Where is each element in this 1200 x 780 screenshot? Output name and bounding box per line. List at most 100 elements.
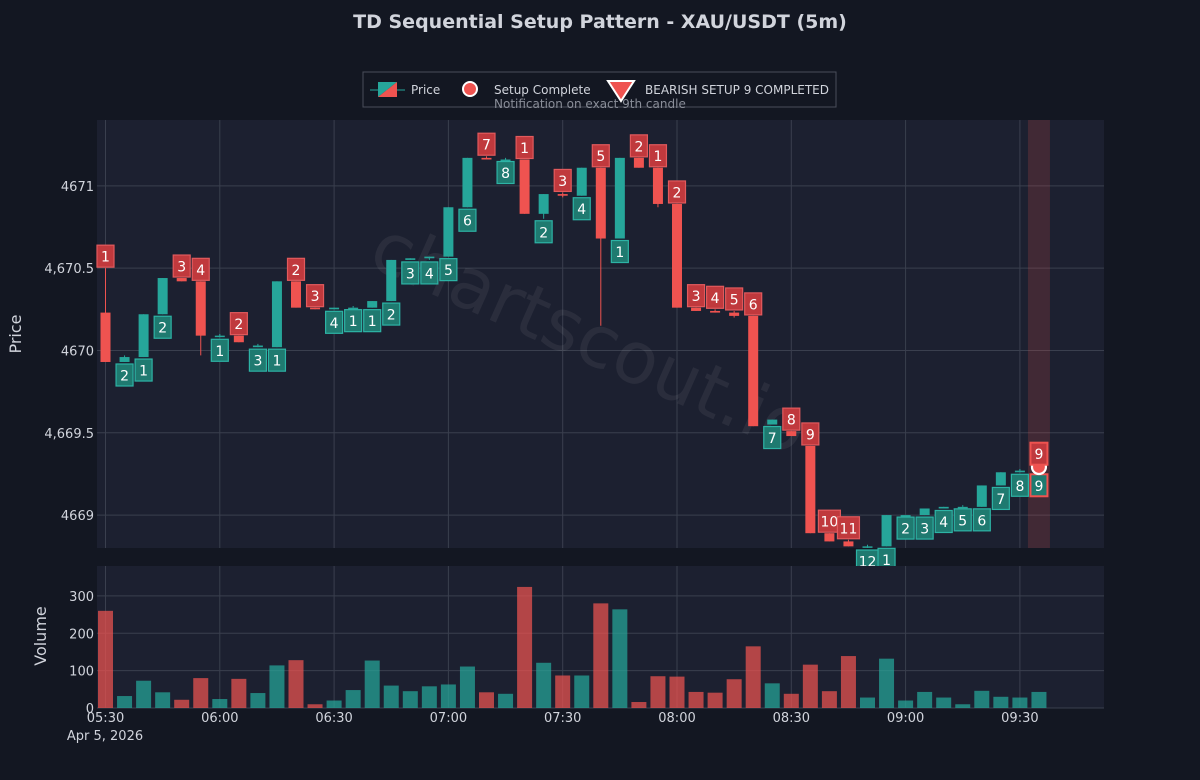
setup-count-badge [991, 486, 1010, 511]
candle-body [672, 203, 682, 308]
setup-count-number: 2 [634, 139, 643, 155]
volume-bar [364, 660, 380, 708]
setup-count-badge [610, 239, 629, 264]
volume-bar [117, 696, 133, 708]
candle-body [748, 315, 759, 427]
setup-count-badge [267, 348, 287, 372]
legend-bearish-sublabel: Notification on exact 9th candle [494, 97, 686, 111]
volume-bar [440, 684, 456, 708]
setup-count-number: 3 [692, 289, 701, 305]
legend-setup-icon [462, 81, 478, 97]
candle-body [481, 157, 492, 160]
candle-body [862, 546, 873, 548]
setup-count-badge [153, 315, 172, 339]
volume-bar [288, 660, 304, 708]
setup-count-number: 2 [387, 308, 396, 324]
volume-bar [783, 693, 799, 708]
candle-body [881, 515, 892, 547]
price-axis-label: Price [6, 314, 25, 353]
candle-body [119, 357, 130, 362]
legend-setup-label: Setup Complete [494, 83, 591, 97]
candle-body [900, 515, 911, 517]
volume-bar [669, 676, 685, 708]
setup-count-number: 5 [958, 513, 967, 529]
volume-bar [98, 610, 113, 708]
volume-bar [250, 693, 266, 708]
candle-body [443, 207, 454, 257]
volume-bar [726, 679, 742, 708]
setup-count-number: 8 [501, 166, 510, 182]
volume-bar [993, 696, 1009, 708]
candle-body [462, 157, 473, 208]
volume-bar [307, 704, 323, 708]
volume-bar [136, 680, 152, 708]
setup-count-badge [515, 135, 534, 160]
candle-body [233, 335, 244, 343]
time-tick-label: 06:00 [201, 711, 238, 726]
price-tick-label: 4669 [61, 509, 94, 524]
candle-body [329, 307, 340, 310]
candle-body [252, 345, 263, 348]
time-tick-label: 08:30 [773, 711, 810, 726]
legend-price-label: Price [411, 83, 440, 97]
volume-bar [898, 700, 914, 708]
setup-9-badge [1029, 441, 1049, 466]
time-tick-label: 06:30 [315, 711, 352, 726]
time-tick-label: 09:00 [887, 711, 924, 726]
time-tick-label: 08:00 [658, 711, 695, 726]
volume-bar [936, 697, 952, 708]
setup-count-badge [972, 508, 991, 532]
volume-bar [821, 691, 837, 708]
setup-count-number: 1 [215, 344, 224, 360]
candle-body [729, 312, 740, 316]
setup-count-badge [572, 197, 591, 221]
setup-count-badge [458, 208, 477, 232]
candle-body [157, 278, 168, 315]
candle-body [310, 307, 321, 310]
setup-count-number: 2 [901, 522, 910, 538]
candle-body [557, 194, 568, 196]
volume-tick-label: 100 [69, 665, 94, 680]
volume-bar [498, 693, 514, 708]
volume-bar [593, 603, 609, 708]
volume-bars [98, 586, 1047, 708]
setup-count-number: 8 [1015, 479, 1024, 495]
setup-count-badge [686, 284, 706, 308]
setup-count-badge [344, 309, 363, 333]
setup-count-badge [629, 134, 649, 158]
price-y-axis: 4669 4,669.5 4670 4,670.5 4671 [44, 180, 94, 524]
setup-count-badge [191, 257, 210, 281]
time-tick-label: 09:30 [1001, 711, 1038, 726]
candle-body [576, 167, 587, 196]
time-x-axis: 05:30 06:00 06:30 07:00 07:30 08:00 08:30 09:00… [87, 711, 1039, 726]
candle-body [786, 431, 797, 437]
volume-tick-label: 0 [86, 702, 94, 717]
setup-count-badge [401, 261, 420, 285]
price-tick-label: 4,670.5 [44, 262, 94, 277]
time-tick-label: 05:30 [87, 711, 124, 726]
volume-bar [212, 699, 228, 708]
setup-count-number: 5 [730, 292, 739, 308]
setup-count-number: 9 [1034, 479, 1043, 495]
volume-bar [326, 700, 342, 708]
volume-bar [555, 675, 571, 708]
volume-bar [459, 666, 475, 708]
setup-count-number: 7 [482, 138, 491, 154]
price-tick-label: 4671 [61, 180, 94, 195]
setup-count-number: 1 [653, 149, 662, 165]
candle-body [271, 281, 282, 348]
setup-count-badge [725, 287, 744, 311]
setup-count-number: 11 [840, 521, 858, 537]
setup-count-badge [953, 508, 972, 532]
setup-count-badge [896, 516, 915, 540]
setup-count-number: 7 [996, 492, 1005, 508]
legend-box [362, 71, 837, 108]
chart-title: TD Sequential Setup Pattern - XAU/USDT (… [353, 11, 847, 33]
legend-bearish-label: BEARISH SETUP 9 COMPLETED [645, 83, 829, 97]
setup-count-number: 2 [158, 321, 167, 337]
volume-bar [802, 664, 818, 708]
volume-bar [879, 658, 895, 708]
candle-body [957, 506, 968, 509]
setup-count-badge [477, 132, 496, 156]
